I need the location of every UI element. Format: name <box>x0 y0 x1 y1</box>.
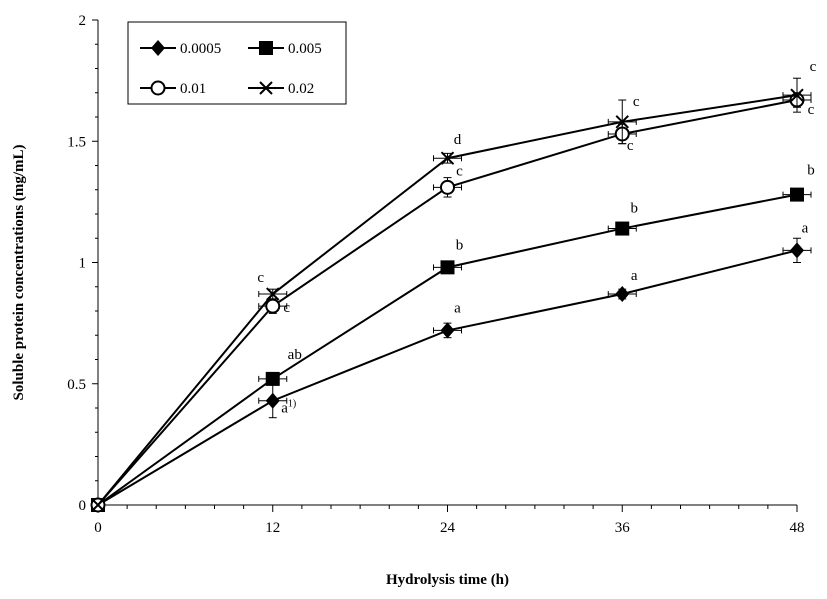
data-point <box>790 242 804 259</box>
significance-label: a1) <box>281 399 296 417</box>
legend-item: 0.02 <box>248 81 314 97</box>
data-point <box>440 260 455 275</box>
legend-label: 0.0005 <box>180 41 221 57</box>
x-tick-label: 12 <box>265 520 280 536</box>
data-point <box>265 298 281 314</box>
y-axis-title: Soluble protein concentrations (mg/mL) <box>11 145 27 401</box>
significance-label: b <box>807 163 815 179</box>
data-point <box>266 287 280 301</box>
significance-letter: ab <box>288 347 302 363</box>
significance-label: b <box>456 237 464 253</box>
x-tick-label: 24 <box>440 520 456 536</box>
x-tick-label: 36 <box>615 520 631 536</box>
x-axis-title: Hydrolysis time (h) <box>386 572 509 588</box>
data-point <box>790 187 804 202</box>
significance-label: c <box>283 300 290 316</box>
significance-letter: a <box>631 268 638 284</box>
significance-label: d <box>454 132 462 148</box>
series-line <box>97 193 798 506</box>
legend-marker <box>259 81 273 95</box>
significance-letter: a <box>281 401 288 417</box>
significance-label: b <box>631 201 639 217</box>
x-marker-stroke <box>790 88 804 102</box>
significance-letter: a <box>802 220 809 236</box>
y-tick-label: 2 <box>79 13 87 29</box>
data-point <box>615 221 630 236</box>
legend-marker <box>259 41 273 55</box>
x-marker-stroke <box>440 151 455 165</box>
data-point <box>440 322 455 339</box>
series-0_005 <box>91 187 812 512</box>
x-tick-label: 48 <box>790 520 805 536</box>
legend-label: 0.005 <box>288 41 322 57</box>
significance-label: ab <box>288 347 302 363</box>
data-point <box>265 392 280 409</box>
significance-label: c <box>456 163 463 179</box>
series-0_0005 <box>91 237 812 513</box>
significance-letter: b <box>456 237 464 253</box>
y-tick-label: 0.5 <box>67 377 86 393</box>
legend-marker <box>150 80 166 96</box>
x-marker-stroke <box>615 115 629 129</box>
legend: 0.0005 0.005 0.01 0.02 <box>127 21 347 105</box>
legend-label: 0.02 <box>288 81 314 97</box>
significance-label: a <box>631 268 638 284</box>
data-point <box>790 88 804 102</box>
significance-label: c <box>627 138 634 154</box>
significance-letter: c <box>633 94 640 110</box>
significance-letter: b <box>807 163 815 179</box>
significance-letter: c <box>808 102 815 118</box>
significance-letter: c <box>283 300 290 316</box>
significance-label: c <box>808 102 815 118</box>
data-point <box>615 115 629 129</box>
x-marker-stroke <box>91 498 105 512</box>
data-point <box>615 286 630 303</box>
significance-label: a <box>454 300 461 316</box>
significance-label: c <box>633 94 640 110</box>
significance-label: c <box>257 270 264 286</box>
legend-item: 0.0005 <box>140 40 221 57</box>
significance-letter: c <box>456 163 463 179</box>
data-point <box>265 371 280 386</box>
legend-item: 0.01 <box>140 80 206 97</box>
significance-label: c <box>810 59 817 75</box>
significance-letter: d <box>454 132 462 148</box>
legend-item: 0.005 <box>248 41 322 57</box>
significance-letter: c <box>257 270 264 286</box>
significance-letter: b <box>631 201 639 217</box>
footnote-superscript: 1) <box>288 399 296 410</box>
y-tick-label: 1 <box>79 256 87 272</box>
x-marker-stroke <box>266 287 280 301</box>
legend-marker <box>151 40 165 56</box>
significance-label: a <box>802 220 809 236</box>
significance-letter: c <box>627 138 634 154</box>
y-tick-label: 0 <box>79 498 87 514</box>
data-point <box>440 179 455 195</box>
x-marker-stroke <box>259 81 273 95</box>
significance-letter: c <box>810 59 817 75</box>
series-0_02 <box>91 77 812 512</box>
legend-label: 0.01 <box>180 81 206 97</box>
significance-letter: a <box>454 300 461 316</box>
data-point <box>440 151 455 165</box>
x-tick-label: 0 <box>94 520 102 536</box>
data-point <box>91 498 105 512</box>
y-tick-label: 1.5 <box>67 134 86 150</box>
